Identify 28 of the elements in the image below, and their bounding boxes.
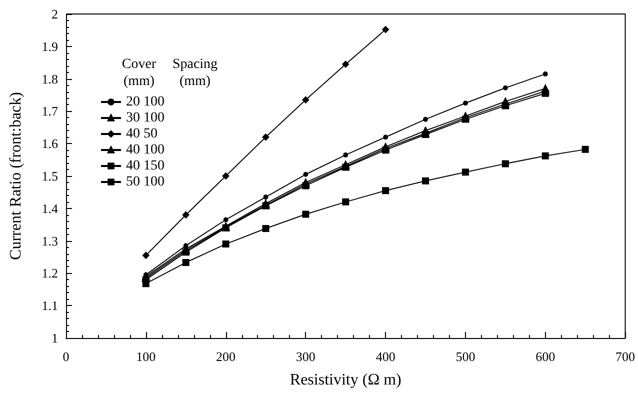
x-tick-label: 200 — [216, 349, 236, 364]
y-tick-label: 1.6 — [42, 136, 58, 152]
x-tick-label: 0 — [62, 349, 70, 364]
legend-label: 30 100 — [126, 110, 164, 126]
legend-label: 40 150 — [126, 158, 164, 174]
y-tick-label: 1 — [52, 330, 58, 346]
legend-label: 40 100 — [126, 142, 164, 158]
x-axis-title: Resistivity (Ω m) — [290, 372, 402, 388]
y-tick-label: 1.4 — [42, 200, 58, 216]
y-tick-label: 1.7 — [42, 104, 58, 119]
y-tick-label: 1.3 — [42, 233, 58, 248]
text: Cover Spacing (mm) (mm) — [122, 57, 218, 89]
y-tick-label: 1.8 — [42, 71, 58, 86]
y-tick-label: 1.9 — [42, 38, 58, 54]
y-tick-label: 1.1 — [42, 298, 58, 314]
x-tick-label: 100 — [136, 349, 156, 364]
x-tick-label: 700 — [616, 349, 635, 364]
legend-label: 40 50 — [126, 126, 158, 142]
legend-label: 20 100 — [126, 94, 164, 110]
legend-label: 50 100 — [126, 174, 164, 190]
x-tick-label: 400 — [376, 349, 396, 364]
x-tick-label: 500 — [456, 349, 476, 364]
y-tick-label: 1.2 — [42, 266, 58, 281]
x-tick-label: 600 — [536, 349, 556, 364]
y-tick-label: 2 — [52, 6, 58, 22]
y-tick-label: 1.5 — [42, 168, 58, 184]
x-tick-label: 300 — [296, 349, 316, 364]
y-axis-title: Current Ratio (front:back) — [8, 92, 24, 260]
